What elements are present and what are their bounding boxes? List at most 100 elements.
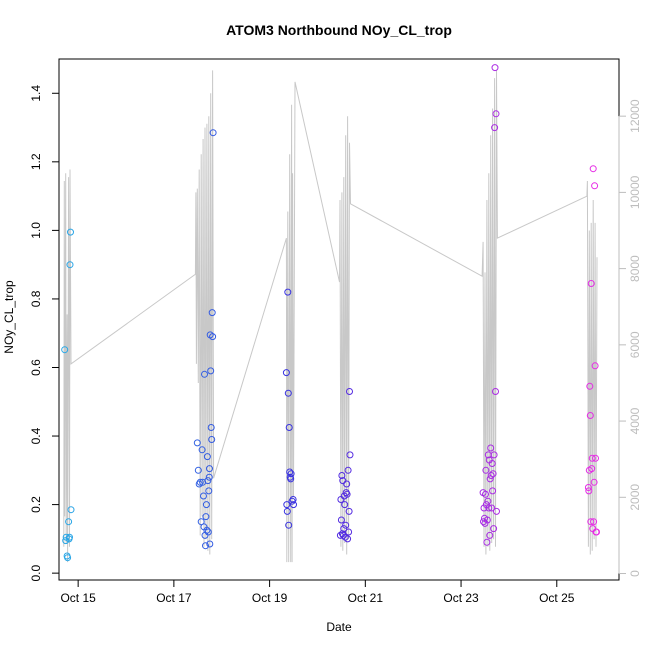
data-point (336, 531, 344, 539)
data-point (586, 382, 594, 390)
chart-title: ATOM3 Northbound NOy_CL_trop (226, 22, 452, 38)
data-point (202, 513, 210, 521)
data-point (205, 473, 213, 481)
points-layer (61, 64, 600, 562)
data-point (64, 554, 72, 562)
data-point (485, 504, 493, 512)
data-point (201, 370, 208, 378)
data-point (492, 388, 499, 395)
data-point (61, 346, 69, 354)
data-point (492, 110, 500, 118)
data-point (286, 468, 294, 476)
data-point (283, 501, 291, 509)
data-point (343, 480, 351, 488)
y-tick-label: 0.2 (29, 496, 43, 513)
data-point (66, 533, 73, 541)
data-point (338, 472, 346, 479)
data-point (282, 369, 290, 377)
data-point (585, 487, 593, 495)
data-point (65, 518, 73, 526)
data-point (584, 484, 592, 491)
data-point (487, 472, 495, 479)
data-point (493, 507, 500, 515)
data-point (486, 531, 494, 539)
data-point (587, 518, 595, 526)
data-point (203, 453, 211, 461)
data-point (200, 492, 207, 500)
data-point (482, 490, 489, 498)
data-point (285, 521, 293, 529)
y-tick-label: 0.8 (29, 290, 43, 307)
data-point (196, 478, 204, 486)
data-point (340, 525, 348, 533)
data-point (588, 465, 596, 473)
data-point (195, 480, 203, 488)
y2-tick-label: 8000 (628, 255, 642, 282)
data-point (491, 64, 499, 72)
data-point (344, 535, 352, 543)
data-point (591, 362, 599, 370)
y2-tick-label: 2000 (628, 484, 642, 511)
data-point (207, 424, 215, 431)
data-point (489, 470, 497, 478)
data-point (209, 333, 217, 341)
data-point (66, 261, 74, 269)
y-tick-label: 0.0 (29, 564, 43, 581)
x-tick-label: Oct 19 (252, 591, 288, 605)
data-point (287, 475, 295, 483)
data-point (208, 436, 216, 443)
y-tick-label: 1.4 (29, 85, 43, 102)
data-point (284, 389, 292, 397)
data-point (488, 504, 496, 512)
y2-tick-label: 0 (628, 570, 642, 577)
data-point (590, 518, 598, 526)
data-point (483, 516, 491, 524)
y2-tick-label: 6000 (628, 331, 642, 358)
data-point (204, 477, 212, 485)
data-point (283, 507, 291, 515)
data-point (193, 439, 201, 447)
y-tick-label: 1.2 (29, 153, 43, 170)
data-point (208, 309, 216, 317)
data-point (592, 454, 599, 462)
data-point (345, 528, 353, 536)
data-point (198, 446, 206, 454)
data-point (346, 388, 353, 395)
data-point (337, 516, 345, 524)
x-tick-label: Oct 15 (60, 591, 96, 605)
data-point (489, 487, 497, 495)
data-point (206, 540, 214, 548)
data-point (289, 496, 297, 503)
data-point (67, 228, 74, 236)
data-point (343, 490, 351, 498)
data-point (490, 451, 498, 459)
x-tick-label: Oct 25 (539, 591, 575, 605)
x-tick-label: Oct 21 (348, 591, 384, 605)
y-axis-label: NOy_CL_trop (2, 280, 16, 354)
y2-axis-right: 0 2000 4000 6000 8000 10000 12000 (618, 99, 642, 577)
data-point (341, 501, 349, 509)
data-point (486, 475, 494, 483)
y-axis: 0.0 0.2 0.4 0.6 0.8 1.0 1.2 1.4 (29, 85, 59, 581)
x-axis-label: Date (326, 620, 352, 634)
altitude-line (63, 70, 598, 563)
data-point (480, 518, 487, 526)
data-point (339, 531, 347, 539)
data-point (284, 288, 292, 296)
data-point (484, 497, 492, 505)
data-point (589, 165, 597, 173)
data-point (285, 424, 293, 431)
data-point (346, 451, 354, 459)
data-point (587, 280, 595, 287)
y-tick-label: 1.0 (29, 222, 43, 239)
data-point (490, 525, 498, 533)
data-point (482, 466, 490, 474)
data-point (203, 526, 211, 534)
y-tick-label: 0.6 (29, 359, 43, 376)
data-point (344, 466, 352, 474)
data-point (491, 124, 499, 132)
data-point (591, 182, 599, 190)
y2-tick-label: 12000 (628, 99, 642, 133)
data-point (586, 412, 594, 419)
